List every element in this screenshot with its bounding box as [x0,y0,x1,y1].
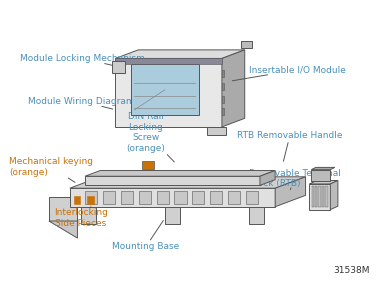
Polygon shape [81,207,97,224]
Polygon shape [139,191,151,204]
Polygon shape [142,160,154,169]
Polygon shape [309,181,338,184]
Text: 31538M: 31538M [334,266,370,275]
Polygon shape [311,170,330,181]
Polygon shape [210,191,222,204]
Polygon shape [222,50,245,127]
Polygon shape [315,186,318,207]
Text: Mechanical keying
(orange): Mechanical keying (orange) [9,157,93,182]
Text: Mounting Base: Mounting Base [112,221,180,251]
Polygon shape [275,177,306,207]
Text: Module Wiring Diagram: Module Wiring Diagram [28,97,135,109]
Polygon shape [121,191,133,204]
Polygon shape [246,191,258,204]
Polygon shape [115,58,222,127]
Polygon shape [312,186,314,207]
Polygon shape [74,196,80,204]
Text: Removable Terminal
Block (RTB): Removable Terminal Block (RTB) [249,168,340,190]
Polygon shape [131,64,199,115]
Polygon shape [174,191,187,204]
Polygon shape [228,191,240,204]
Polygon shape [309,184,330,210]
Polygon shape [85,191,97,204]
Polygon shape [115,58,222,64]
Polygon shape [115,50,245,58]
Polygon shape [241,41,252,48]
Polygon shape [325,186,327,207]
Polygon shape [249,207,264,224]
Polygon shape [70,177,306,188]
Polygon shape [322,186,324,207]
Polygon shape [222,96,224,103]
Polygon shape [157,191,169,204]
Polygon shape [112,61,125,73]
Text: Module Locking Mechanism: Module Locking Mechanism [20,54,145,66]
Polygon shape [222,70,224,77]
Polygon shape [222,108,224,115]
Polygon shape [319,186,321,207]
Text: DIN Rail
Locking
Screw
(orange): DIN Rail Locking Screw (orange) [126,113,174,162]
Polygon shape [70,188,275,207]
Polygon shape [207,127,226,135]
Text: RTB Removable Handle: RTB Removable Handle [237,131,343,161]
Polygon shape [49,221,77,238]
Polygon shape [85,170,275,176]
Polygon shape [192,191,205,204]
Polygon shape [330,181,338,210]
Polygon shape [222,83,224,90]
Polygon shape [260,170,275,185]
Polygon shape [103,191,115,204]
Text: Insertable I/O Module: Insertable I/O Module [232,65,345,81]
Polygon shape [49,197,77,221]
Polygon shape [165,207,180,224]
Text: Interlocking
Side Pieces: Interlocking Side Pieces [55,206,108,228]
Polygon shape [87,196,94,204]
Polygon shape [85,176,260,185]
Polygon shape [311,167,335,170]
